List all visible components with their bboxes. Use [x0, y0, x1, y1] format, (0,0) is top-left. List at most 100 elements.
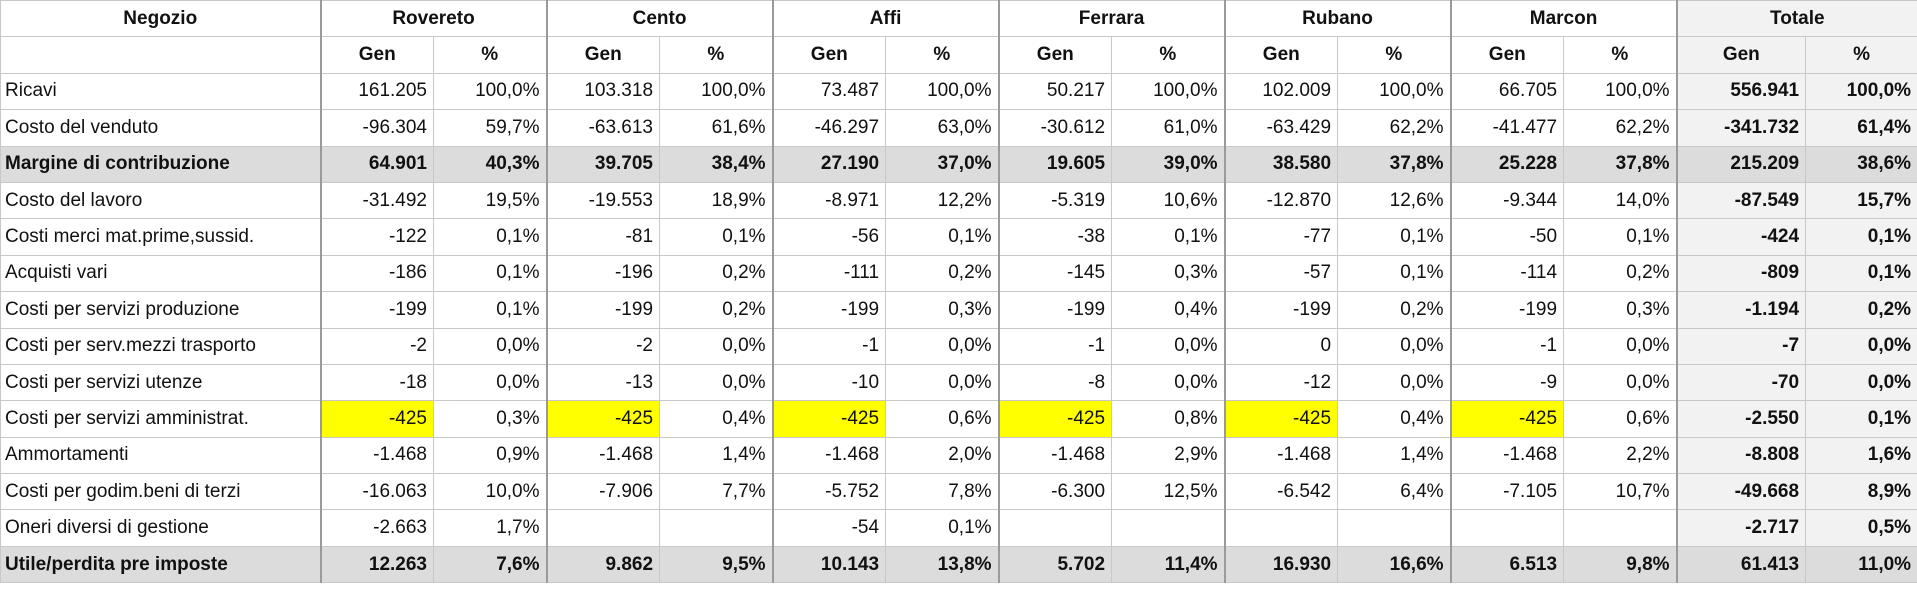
cell-pct: 100,0%	[432, 72, 548, 111]
row-label: Costi per servizi amministrat.	[0, 400, 321, 438]
cell-pct: 39,0%	[1111, 145, 1226, 183]
cell-gen: -13	[545, 363, 661, 402]
cell-gen: -12.870	[1223, 181, 1339, 220]
cell-pct: 100,0%	[885, 72, 1000, 111]
total-pct: 61,4%	[1805, 109, 1917, 147]
subheader-pct: %	[432, 36, 548, 74]
cell-pct: 37,8%	[1563, 145, 1678, 183]
cell-gen: -6.300	[997, 473, 1113, 511]
cell-pct: 0,0%	[885, 363, 1000, 402]
cell-pct: 100,0%	[1337, 72, 1452, 111]
cell-pct: 0,1%	[1563, 218, 1678, 256]
cell-gen: -199	[771, 291, 887, 329]
cell-gen: -9	[1449, 363, 1565, 402]
cell-gen: -1.468	[997, 436, 1113, 475]
total-gen: -8.808	[1675, 436, 1807, 475]
table-row: Utile/perdita pre imposte 12.263 7,6% 9.862…	[0, 545, 1917, 584]
cell-pct: 1,4%	[659, 436, 774, 475]
cell-gen: -77	[1223, 218, 1339, 256]
cell-pct: 100,0%	[1111, 72, 1226, 111]
table-row: Acquisti vari -186 0,1% -196 0,2% -111 0,2% -14…	[0, 254, 1917, 293]
row-label: Costo del venduto	[0, 109, 321, 147]
total-header: Totale	[1675, 0, 1917, 38]
table-row: Costi per servizi amministrat. -425 0,3% -4…	[0, 400, 1917, 438]
cell-gen: -5.752	[771, 473, 887, 511]
row-label: Costi per serv.mezzi trasporto	[0, 327, 321, 365]
cell-pct: 0,3%	[1563, 291, 1678, 329]
cell-pct: 0,4%	[1111, 291, 1226, 329]
total-gen: -87.549	[1675, 181, 1807, 220]
cell-pct: 62,2%	[1563, 109, 1678, 147]
cell-gen: -122	[319, 218, 434, 256]
cell-pct: 0,1%	[659, 218, 774, 256]
total-gen: -809	[1675, 254, 1807, 293]
row-label: Utile/perdita pre imposte	[0, 545, 321, 584]
cell-gen: -1.468	[771, 436, 887, 475]
subheader-pct: %	[659, 36, 774, 74]
cell-pct: 18,9%	[659, 181, 774, 220]
cell-pct: 9,8%	[1563, 545, 1678, 584]
cell-gen: -81	[545, 218, 661, 256]
cell-gen: -111	[771, 254, 887, 293]
subheader-gen: Gen	[1675, 36, 1807, 74]
cell-pct: 14,0%	[1563, 181, 1678, 220]
cell-pct: 0,8%	[1111, 400, 1226, 438]
cell-gen: -199	[1449, 291, 1565, 329]
cell-gen	[545, 509, 661, 547]
cell-gen: -46.297	[771, 109, 887, 147]
cell-pct: 0,0%	[432, 327, 548, 365]
cell-gen: 103.318	[545, 72, 661, 111]
cell-gen: -1	[997, 327, 1113, 365]
cell-pct: 0,9%	[432, 436, 548, 475]
cell-gen: -1.468	[1449, 436, 1565, 475]
cell-gen: -186	[319, 254, 434, 293]
total-pct: 1,6%	[1805, 436, 1917, 475]
cell-pct: 0,3%	[885, 291, 1000, 329]
cell-pct: 11,4%	[1111, 545, 1226, 584]
cell-pct: 10,0%	[432, 473, 548, 511]
cell-gen: -57	[1223, 254, 1339, 293]
store-header: Marcon	[1449, 0, 1678, 38]
cell-gen: -1.468	[319, 436, 434, 475]
cell-gen: -425	[771, 400, 887, 438]
cell-pct: 12,6%	[1337, 181, 1452, 220]
cell-pct	[659, 509, 774, 547]
row-label: Costi per godim.beni di terzi	[0, 473, 321, 511]
cell-gen: -18	[319, 363, 434, 402]
header-row-subcolumns: Gen% Gen% Gen% Gen% Gen% Gen% Gen%	[0, 36, 1917, 74]
cell-gen: 16.930	[1223, 545, 1339, 584]
cell-gen: -63.429	[1223, 109, 1339, 147]
total-pct: 8,9%	[1805, 473, 1917, 511]
row-label: Costi per servizi utenze	[0, 363, 321, 402]
total-pct: 0,5%	[1805, 509, 1917, 547]
cell-gen: -6.542	[1223, 473, 1339, 511]
subheader-pct: %	[885, 36, 1000, 74]
cell-gen: -1.468	[545, 436, 661, 475]
cell-gen: -199	[997, 291, 1113, 329]
store-header: Cento	[545, 0, 774, 38]
cell-gen: -12	[1223, 363, 1339, 402]
subheader-pct: %	[1337, 36, 1452, 74]
cell-gen: 10.143	[771, 545, 887, 584]
total-pct: 0,2%	[1805, 291, 1917, 329]
cell-pct: 7,6%	[432, 545, 548, 584]
cell-pct: 0,0%	[659, 363, 774, 402]
corner-header: Negozio	[0, 0, 321, 38]
cell-pct: 0,1%	[885, 218, 1000, 256]
cell-gen: -38	[997, 218, 1113, 256]
row-label: Costi merci mat.prime,sussid.	[0, 218, 321, 256]
cell-gen: -145	[997, 254, 1113, 293]
table-row: Costi per godim.beni di terzi -16.063 10,0…	[0, 473, 1917, 511]
subheader-gen: Gen	[771, 36, 887, 74]
cell-gen: 6.513	[1449, 545, 1565, 584]
cell-pct: 0,0%	[1111, 363, 1226, 402]
cell-gen: 39.705	[545, 145, 661, 183]
store-header: Rubano	[1223, 0, 1452, 38]
total-gen: 61.413	[1675, 545, 1807, 584]
cell-pct: 0,2%	[659, 291, 774, 329]
total-gen: -49.668	[1675, 473, 1807, 511]
cell-pct	[1111, 509, 1226, 547]
cell-pct: 61,6%	[659, 109, 774, 147]
cell-gen: 161.205	[319, 72, 434, 111]
cell-pct	[1337, 509, 1452, 547]
